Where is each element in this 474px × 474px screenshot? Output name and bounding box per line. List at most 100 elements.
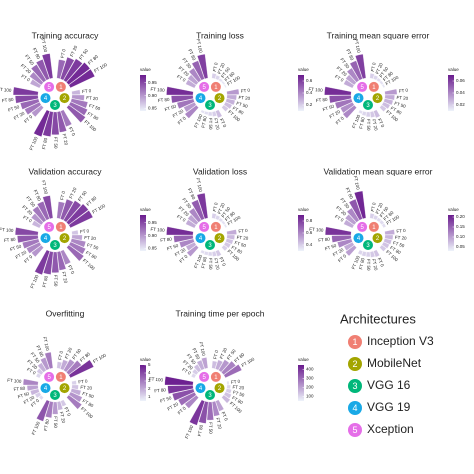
radial-bar bbox=[66, 244, 85, 262]
radial-bar bbox=[166, 86, 194, 96]
radial-bar bbox=[215, 359, 224, 371]
bar-label: FT 100 bbox=[308, 86, 323, 92]
radial-bar bbox=[179, 238, 195, 249]
legend-title: Architectures bbox=[340, 311, 416, 326]
radial-bar bbox=[40, 357, 50, 371]
radial-bar bbox=[35, 372, 42, 379]
group-number: 4 bbox=[357, 96, 361, 102]
radial-bar bbox=[22, 238, 40, 249]
bar-label: FT 0 bbox=[377, 118, 386, 129]
bar-label: FT 100 bbox=[193, 113, 203, 128]
bar-label: FT 0 bbox=[218, 256, 227, 267]
bar-label: FT 100 bbox=[351, 114, 361, 129]
radial-bar bbox=[373, 214, 379, 221]
group-number: 4 bbox=[199, 386, 203, 392]
bar-label: FT 20 bbox=[21, 204, 33, 216]
legend-label: VGG 16 bbox=[367, 378, 411, 392]
bar-label: FT 100 bbox=[41, 180, 49, 195]
legend-label: Xception bbox=[367, 422, 414, 436]
radial-bar bbox=[66, 360, 82, 375]
group-number: 1 bbox=[214, 225, 218, 231]
radial-bar bbox=[60, 399, 67, 407]
radial-bar bbox=[381, 223, 387, 229]
bar-label: FT 80 bbox=[224, 210, 236, 222]
radial-bar bbox=[30, 64, 47, 83]
radial-bar bbox=[45, 401, 54, 419]
radial-bar bbox=[60, 109, 72, 127]
bar-label: FT 100 bbox=[309, 227, 324, 233]
radial-bar bbox=[223, 241, 232, 249]
bar-label: FT 100 bbox=[7, 378, 22, 384]
bar-label: FT 20 bbox=[61, 133, 69, 146]
chart-title: Overfitting bbox=[46, 308, 85, 318]
radial-bar bbox=[66, 203, 89, 225]
bar-label: FT 50 bbox=[88, 103, 101, 111]
group-marker bbox=[40, 233, 51, 244]
radial-bar bbox=[44, 351, 54, 370]
group-marker bbox=[195, 93, 206, 104]
bar-label: FT 0 bbox=[396, 228, 406, 234]
radial-bar bbox=[15, 95, 39, 104]
bar-label: FT 20 bbox=[61, 271, 69, 284]
radial-bar bbox=[223, 101, 233, 110]
radial-bar bbox=[63, 200, 82, 223]
bar-label: FT 0 bbox=[370, 62, 377, 72]
group-number: 4 bbox=[199, 96, 203, 102]
bar-label: FT 50 bbox=[71, 347, 82, 360]
radial-bar bbox=[384, 234, 394, 240]
bar-label: FT 50 bbox=[366, 119, 371, 131]
bar-label: FT 50 bbox=[78, 48, 89, 61]
bar-label: FT 20 bbox=[13, 110, 26, 120]
group-marker bbox=[368, 221, 379, 232]
radial-bar bbox=[171, 95, 194, 104]
radial-bar bbox=[71, 384, 79, 390]
bar-label: FT 0 bbox=[26, 367, 37, 376]
group-marker bbox=[210, 221, 221, 232]
chart-title: Validation loss bbox=[193, 166, 247, 176]
group-marker bbox=[372, 93, 383, 104]
colorbar-tick-label: 400 bbox=[306, 367, 314, 372]
bar-label: FT 100 bbox=[0, 87, 12, 93]
group-marker bbox=[353, 93, 364, 104]
bar-label: FT 80 bbox=[187, 187, 197, 200]
radial-bar bbox=[185, 241, 197, 251]
bar-label: FT 20 bbox=[26, 359, 38, 371]
radial-bar bbox=[211, 213, 217, 219]
bar-label: FT 100 bbox=[92, 352, 107, 364]
bar-label: FT 50 bbox=[226, 348, 237, 361]
radial-bar bbox=[221, 394, 231, 404]
bar-label: FT 80 bbox=[42, 275, 49, 288]
bar-label: FT 100 bbox=[31, 420, 41, 435]
bar-label: FT 20 bbox=[86, 95, 99, 101]
radial-bar bbox=[215, 74, 221, 81]
radial-bar bbox=[68, 210, 94, 229]
radial-bar bbox=[56, 59, 66, 79]
radial-bar bbox=[381, 241, 390, 249]
radial-bar bbox=[349, 60, 363, 81]
bar-label: FT 0 bbox=[212, 349, 219, 359]
colorbar bbox=[140, 75, 146, 111]
radial-bar bbox=[201, 357, 209, 370]
group-number: 5 bbox=[202, 85, 206, 91]
bar-label: FT 0 bbox=[399, 88, 409, 94]
radial-bar bbox=[211, 360, 218, 369]
bar-label: FT 50 bbox=[379, 205, 390, 218]
radial-bar bbox=[184, 105, 199, 119]
radial-bar bbox=[223, 391, 232, 399]
group-number: 3 bbox=[53, 103, 57, 109]
bar-label: FT 0 bbox=[370, 202, 377, 212]
radial-bar bbox=[70, 98, 89, 109]
radial-bar bbox=[208, 111, 213, 117]
bar-label: FT 100 bbox=[226, 75, 241, 87]
bar-label: FT 0 bbox=[23, 114, 34, 124]
bar-label: FT 50 bbox=[220, 66, 231, 79]
radial-bar bbox=[211, 250, 217, 257]
group-marker bbox=[214, 233, 225, 244]
bar-label: FT 50 bbox=[392, 240, 405, 248]
colorbar-tick-label: 0.6 bbox=[306, 230, 313, 235]
bar-label: FT 80 bbox=[87, 54, 99, 66]
bar-label: FT 20 bbox=[332, 247, 345, 257]
colorbar-tick-label: 0.4 bbox=[306, 90, 313, 95]
radial-bar bbox=[215, 109, 223, 119]
